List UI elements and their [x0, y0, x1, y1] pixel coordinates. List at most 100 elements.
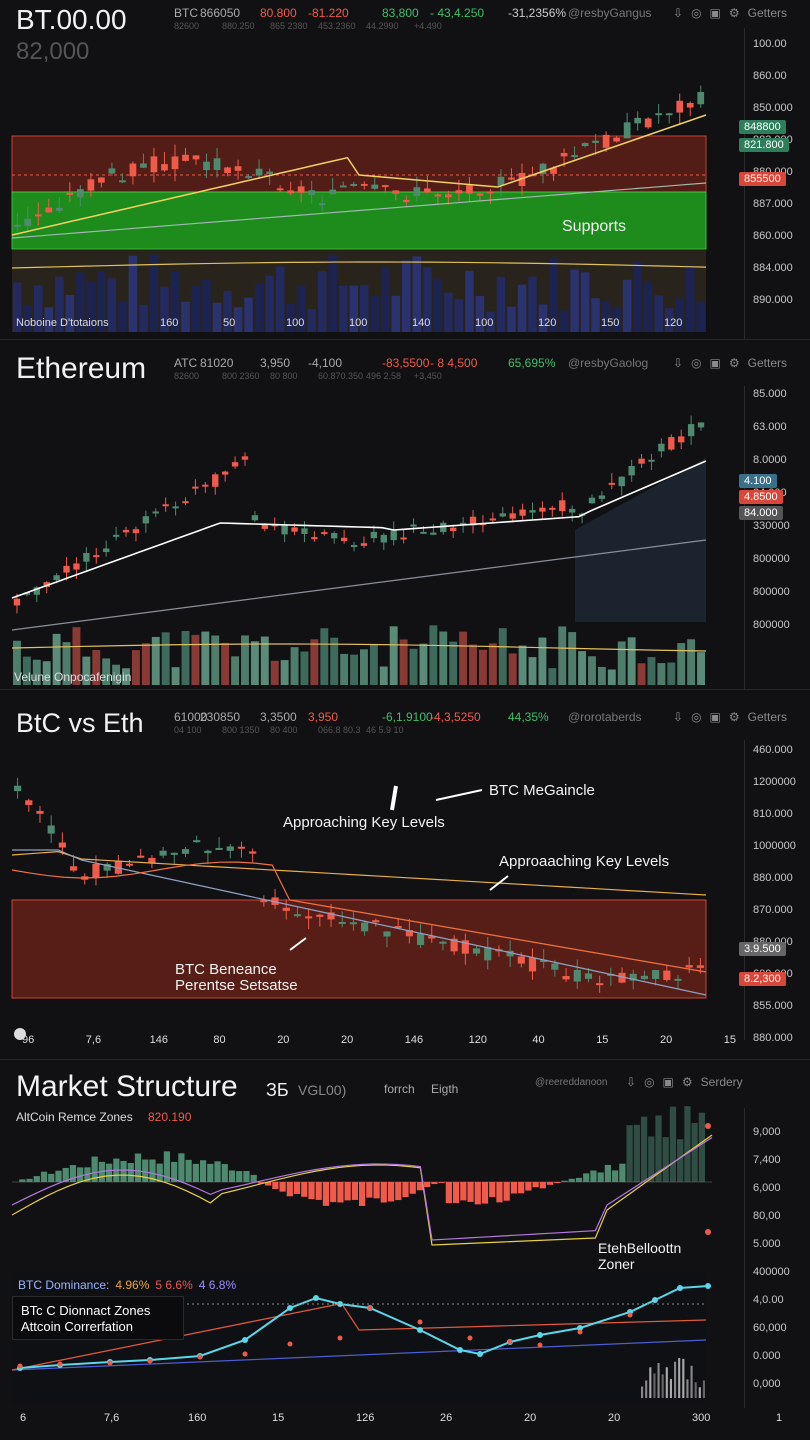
volume-bar [633, 261, 642, 332]
settings-label[interactable]: Getters [747, 356, 788, 370]
settings-icon[interactable]: ⚙ [728, 356, 740, 370]
price-tag[interactable]: 4.8500 [739, 490, 783, 504]
settings-label[interactable]: Getters [747, 6, 788, 20]
candle-body [584, 973, 593, 979]
toolbar-icons[interactable]: ⇩ ◎ ▣ ⚙ Serdery [618, 1075, 743, 1089]
candle-body [658, 443, 665, 452]
candle-body [413, 187, 421, 197]
download-icon[interactable]: ⇩ [673, 356, 684, 370]
volume-bar [82, 656, 91, 685]
market-structure-canvas[interactable] [0, 1060, 810, 1440]
camera-icon[interactable]: ◎ [691, 710, 702, 724]
candle-body [696, 965, 704, 968]
histogram-bar [293, 1182, 301, 1194]
y-axis-label: 0.000 [753, 1350, 781, 1362]
x-axis-label: 15 [723, 1034, 737, 1046]
y-axis-label: 1200000 [753, 776, 796, 788]
price-tag[interactable]: 848800 [739, 120, 786, 134]
eth-chart-canvas[interactable] [0, 340, 810, 690]
price-tag[interactable]: 4.100 [739, 474, 777, 488]
candle-body [608, 482, 615, 485]
settings-icon[interactable]: ⚙ [728, 6, 740, 20]
btc-vs-eth-panel: BtC vs Eth 61000 230850 3,3500 3,950 -6,1.91… [0, 690, 810, 1060]
price-tag[interactable]: 3.9.500 [739, 942, 786, 956]
ma-blue [12, 849, 707, 996]
candle-body [450, 527, 457, 532]
candle-body [245, 176, 252, 179]
settings-label[interactable]: Serdery [700, 1075, 743, 1089]
author-handle[interactable]: @reereddanoon [535, 1077, 608, 1088]
volume-bar [310, 639, 319, 685]
marker-dot [705, 1123, 711, 1129]
support-zone-label: Supports [562, 218, 627, 235]
download-icon[interactable]: ⇩ [673, 710, 684, 724]
price-axis[interactable]: 460.000 1200000 810.000 1000000 880.000 870.0… [739, 740, 810, 1044]
title-extra-2: VGL00) [298, 1082, 347, 1098]
price-tag[interactable]: 84.000 [739, 506, 783, 520]
candle-body [602, 134, 610, 148]
toolbar-icons[interactable]: ⇩ ◎ ▣ ⚙ Getters [665, 710, 787, 724]
download-icon[interactable]: ⇩ [626, 1075, 637, 1089]
volume-bar [486, 311, 495, 332]
ma-fast [11, 460, 707, 599]
histogram-bar [395, 1182, 402, 1201]
dominance-point [313, 1295, 319, 1301]
layout-icon[interactable]: ▣ [709, 710, 721, 724]
btc-vs-eth-canvas[interactable] [0, 690, 810, 1060]
settings-icon[interactable]: ⚙ [681, 1075, 693, 1089]
price-axis[interactable]: 100.00860.00850.000883.000880.000887.000… [739, 28, 810, 340]
candle-body [23, 592, 31, 595]
volume-bar [202, 279, 211, 332]
volume-bar [641, 1386, 644, 1398]
volume-bar [696, 302, 705, 332]
settings-icon[interactable]: ⚙ [728, 710, 740, 724]
camera-icon[interactable]: ◎ [691, 356, 702, 370]
toolbar-icons[interactable]: ⇩ ◎ ▣ ⚙ Getters [665, 356, 787, 370]
volume-bar [507, 306, 516, 332]
histogram-bar [308, 1182, 315, 1200]
candle-body [508, 177, 515, 180]
value-axis[interactable]: 9,000 7,400 6,000 80,00 5.000 400000 4,0.00 60,… [744, 1108, 810, 1408]
layout-icon[interactable]: ▣ [662, 1075, 674, 1089]
camera-icon[interactable]: ◎ [644, 1075, 655, 1089]
price-tag[interactable]: 8.2,300 [739, 972, 786, 986]
volume-bar [686, 1379, 689, 1398]
volume-area [12, 250, 706, 332]
btc-chart-panel: BT.00.00 82,000 BTC 866050 80.800 -81.220 83… [0, 0, 810, 340]
x-axis-label: 15 [596, 1034, 609, 1046]
histogram-bar [178, 1153, 185, 1182]
legend-item: 5 6.6% [155, 1278, 193, 1292]
y-axis-label: 870.000 [753, 904, 793, 916]
volume-bar [360, 649, 368, 685]
candle-body [640, 975, 649, 980]
volume-bar [617, 641, 626, 685]
layout-icon[interactable]: ▣ [709, 6, 721, 20]
toolbar-icons[interactable]: ⇩ ◎ ▣ ⚙ Getters [665, 6, 787, 20]
candle-body [98, 177, 105, 183]
price-tag[interactable]: 821.800 [739, 138, 789, 152]
dominance-point-red [17, 1363, 23, 1369]
volume-bar [330, 637, 339, 685]
candle-body [392, 190, 400, 194]
candle-body [297, 186, 305, 193]
histogram-bar [669, 1106, 677, 1182]
volume-bar [55, 276, 64, 332]
histogram-bar [185, 1159, 192, 1182]
price-tag[interactable]: 855500 [739, 172, 786, 186]
camera-icon[interactable]: ◎ [691, 6, 702, 20]
candle-body [430, 532, 437, 535]
y-axis-label: 887.000 [753, 198, 793, 210]
volume-bar [290, 647, 299, 685]
settings-label[interactable]: Getters [747, 710, 788, 724]
candle-body [308, 190, 316, 196]
x-axis-label: 15 [272, 1412, 285, 1424]
x-axis-label: 96 [22, 1034, 35, 1046]
btc-chart-canvas[interactable] [0, 0, 810, 340]
layout-icon[interactable]: ▣ [709, 356, 721, 370]
histogram-bar [662, 1137, 669, 1182]
volume-bar [369, 643, 378, 685]
ticker-field: 230850 [200, 710, 241, 724]
download-icon[interactable]: ⇩ [673, 6, 684, 20]
volume-bar [52, 633, 61, 685]
